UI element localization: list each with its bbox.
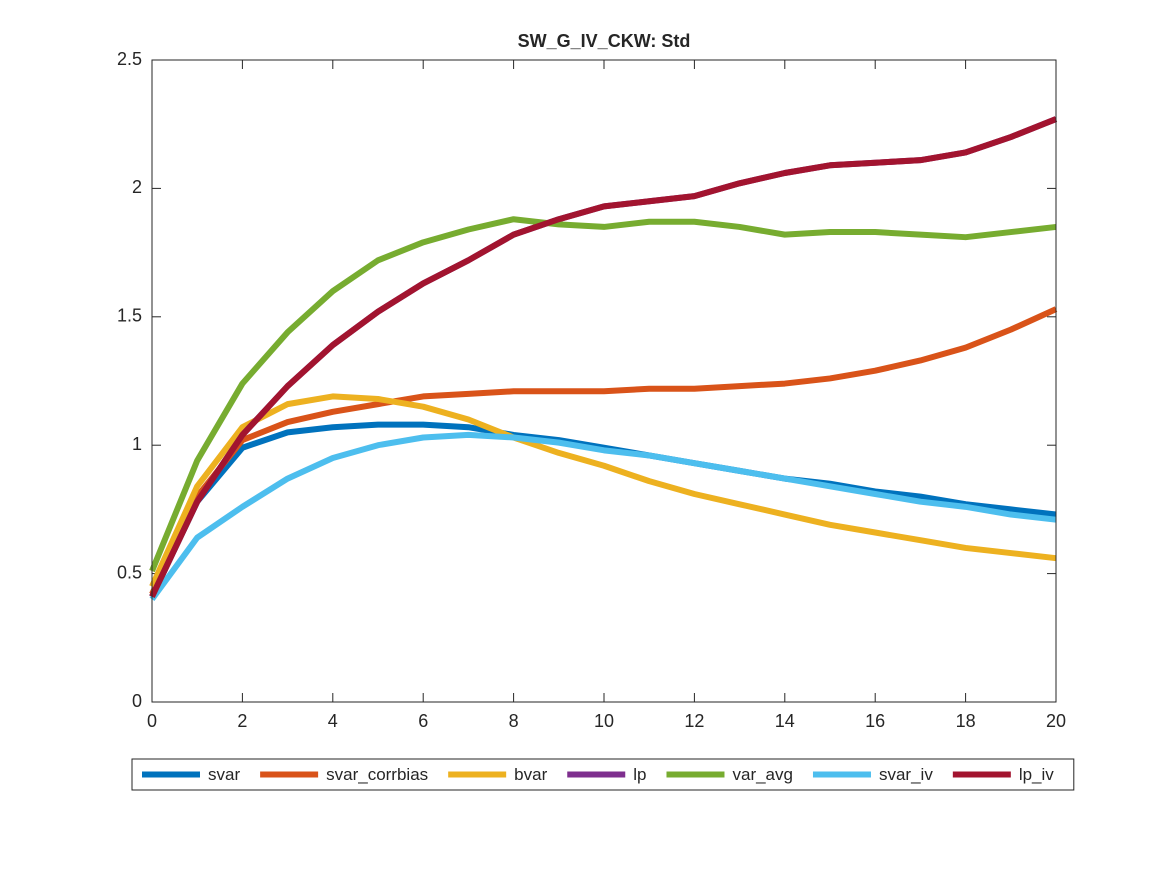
series-line [149, 306, 1058, 596]
y-tick-label: 1.5 [117, 306, 142, 326]
x-tick-label: 8 [509, 711, 519, 731]
y-tick-label: 0.5 [117, 562, 142, 582]
series-line [149, 216, 1057, 573]
y-tick-label: 0 [132, 691, 142, 711]
legend-label: lp_iv [1019, 765, 1054, 784]
x-tick-label: 4 [328, 711, 338, 731]
plot-area [152, 60, 1056, 702]
x-tick-label: 16 [865, 711, 885, 731]
x-tick-label: 14 [775, 711, 795, 731]
x-tick-label: 10 [594, 711, 614, 731]
legend-label: var_avg [732, 765, 792, 784]
chart-title: SW_G_IV_CKW: Std [518, 31, 691, 51]
legend-label: svar_corrbias [326, 765, 428, 784]
y-tick-label: 2.5 [117, 49, 142, 69]
series-line [149, 393, 1057, 588]
axes-box [151, 59, 1057, 703]
y-tick-label: 1 [132, 434, 142, 454]
x-tick-label: 6 [418, 711, 428, 731]
x-tick-label: 18 [956, 711, 976, 731]
series-line [149, 116, 1058, 599]
series-line [149, 431, 1057, 602]
x-tick-label: 0 [147, 711, 157, 731]
x-tick-label: 2 [237, 711, 247, 731]
legend-label: lp [633, 765, 646, 784]
x-tick-label: 20 [1046, 711, 1066, 731]
legend-label: svar [208, 765, 240, 784]
x-tick-label: 12 [684, 711, 704, 731]
y-tick-label: 2 [132, 177, 142, 197]
legend-label: bvar [514, 765, 547, 784]
legend-label: svar_iv [879, 765, 933, 784]
